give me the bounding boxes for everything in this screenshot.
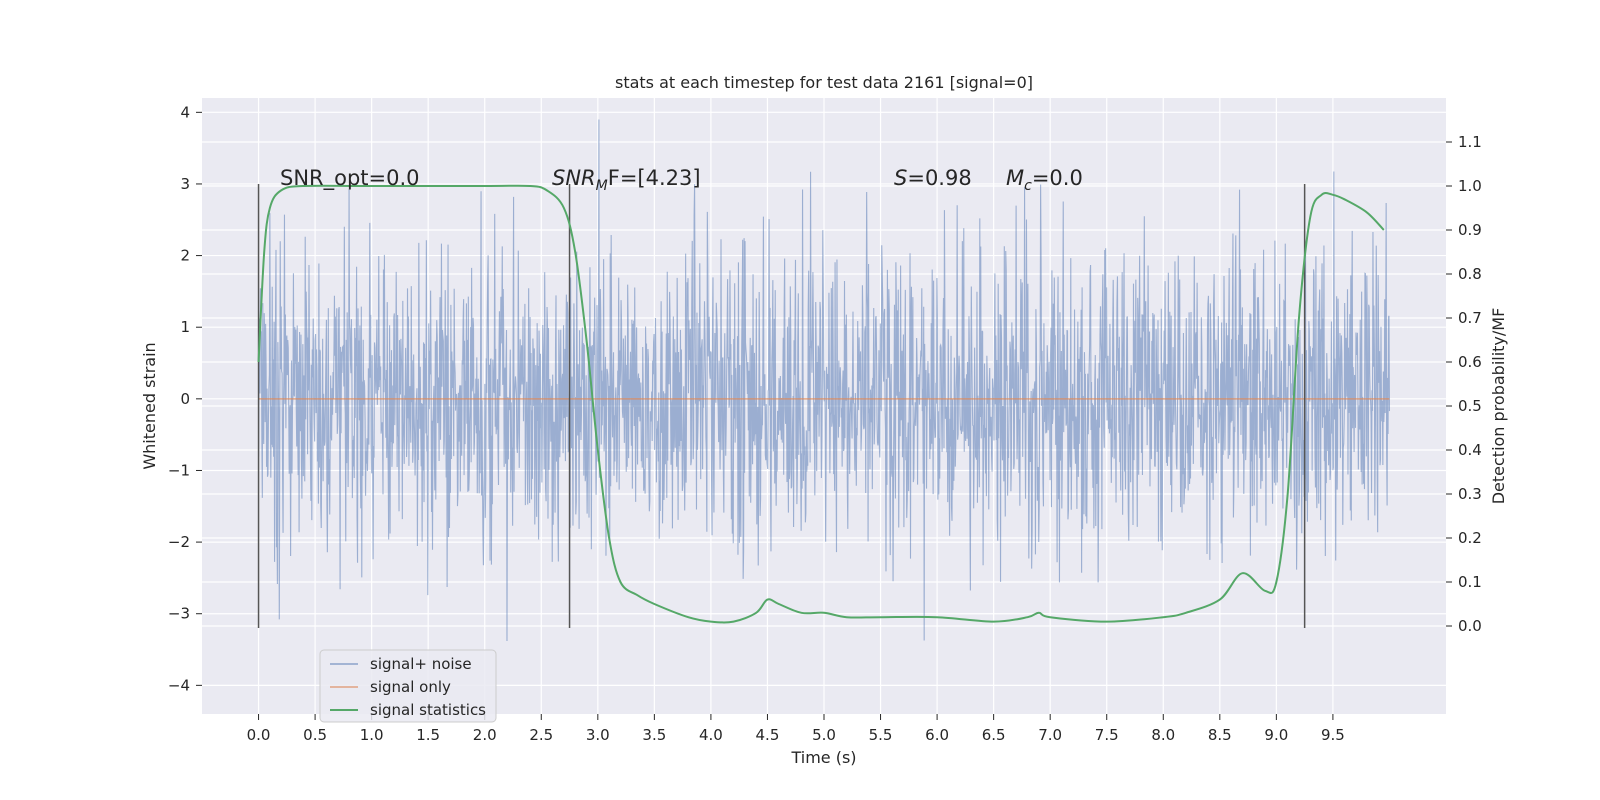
series-signal-noise xyxy=(258,119,1390,642)
y-axis-label: Whitened strain xyxy=(140,342,159,469)
x-tick-label: 6.5 xyxy=(982,726,1006,744)
annotation-1: SNR_opt=0.0 xyxy=(280,166,420,191)
series-signal-statistics xyxy=(257,184,1385,624)
x-tick-label: 2.0 xyxy=(473,726,497,744)
y2-axis-label: Detection probability/MF xyxy=(1489,308,1508,505)
x-tick-label: 7.0 xyxy=(1038,726,1062,744)
x-tick-label: 1.5 xyxy=(416,726,440,744)
y-tick-label: 3 xyxy=(180,175,190,193)
y2-tick-label: 1.0 xyxy=(1458,177,1482,195)
x-axis-label: Time (s) xyxy=(790,748,856,767)
y2-tick-label: 0.3 xyxy=(1458,485,1482,503)
x-tick-label: 0.0 xyxy=(247,726,271,744)
tick-labels: 0.0 0.5 1.0 1.5 2.0 2.5 3.0 3.5 4.0 4.5 5.0 5.5 6.0 6… xyxy=(168,103,1482,744)
y-tick-label: 2 xyxy=(180,247,190,265)
x-tick-label: 6.0 xyxy=(925,726,949,744)
y2-tick-label: 0.2 xyxy=(1458,529,1482,547)
chart-title: stats at each timestep for test data 216… xyxy=(615,73,1033,92)
legend-entry-label: signal only xyxy=(370,678,451,696)
x-tick-label: 8.5 xyxy=(1208,726,1232,744)
x-tick-label: 0.5 xyxy=(303,726,327,744)
x-tick-label: 2.5 xyxy=(529,726,553,744)
y-tick-label: −2 xyxy=(168,533,190,551)
signal-statistics-line xyxy=(257,184,1385,624)
x-tick-label: 5.0 xyxy=(812,726,836,744)
y2-tick-label: 0.1 xyxy=(1458,573,1482,591)
x-tick-label: 9.0 xyxy=(1264,726,1288,744)
y-tick-label: 1 xyxy=(180,318,190,336)
y-tick-label: 0 xyxy=(180,390,190,408)
y2-tick-label: 0.4 xyxy=(1458,441,1482,459)
y-tick-label: −4 xyxy=(168,676,190,694)
x-tick-label: 8.0 xyxy=(1151,726,1175,744)
x-tick-label: 4.0 xyxy=(699,726,723,744)
y-tick-label: −3 xyxy=(168,605,190,623)
y2-tick-label: 0.6 xyxy=(1458,353,1482,371)
y2-tick-label: 1.1 xyxy=(1458,133,1482,151)
legend: signal+ noise signal only signal statistic… xyxy=(319,649,497,723)
x-tick-label: 7.5 xyxy=(1095,726,1119,744)
y2-tick-label: 0.0 xyxy=(1458,617,1482,635)
annotation-3: S=0.98 xyxy=(894,166,972,190)
legend-entry-label: signal statistics xyxy=(370,701,486,719)
y2-tick-label: 0.5 xyxy=(1458,397,1482,415)
signal-noise-line xyxy=(258,119,1390,642)
annotation-2: SNRMF=[4.23] xyxy=(552,166,701,194)
y2-tick-label: 0.9 xyxy=(1458,221,1482,239)
y-tick-label: 4 xyxy=(180,103,190,121)
y2-tick-label: 0.8 xyxy=(1458,265,1482,283)
y-tick-label: −1 xyxy=(168,461,190,479)
x-tick-label: 3.5 xyxy=(642,726,666,744)
x-tick-label: 1.0 xyxy=(360,726,384,744)
x-tick-label: 3.0 xyxy=(586,726,610,744)
legend-box xyxy=(319,649,497,723)
y2-tick-label: 0.7 xyxy=(1458,309,1482,327)
legend-entry-label: signal+ noise xyxy=(370,655,472,673)
x-tick-label: 9.5 xyxy=(1321,726,1345,744)
annotation-4: Mc=0.0 xyxy=(1006,166,1083,194)
x-tick-label: 5.5 xyxy=(869,726,893,744)
x-tick-label: 4.5 xyxy=(756,726,780,744)
annotations: SNR_opt=0.0 SNRMF=[4.23] S=0.98 Mc=0.0 xyxy=(280,166,1083,194)
